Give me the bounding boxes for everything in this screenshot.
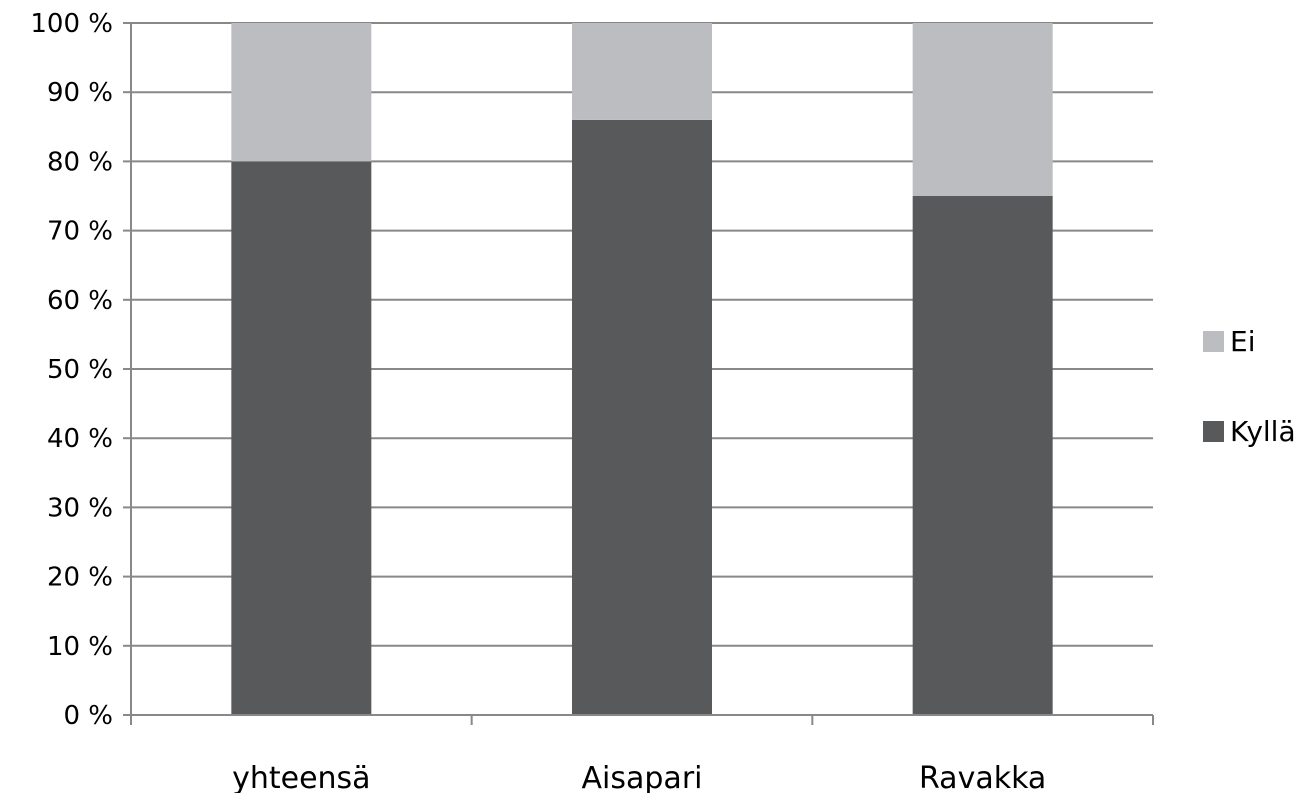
y-tick-label: 10 % xyxy=(47,632,113,662)
y-tick-label: 80 % xyxy=(47,147,113,177)
bar-segment-kyll- xyxy=(912,196,1053,715)
y-tick-label: 70 % xyxy=(47,217,113,247)
bar-segment-ei xyxy=(572,23,712,120)
y-tick-label: 100 % xyxy=(30,9,113,39)
y-tick-label: 50 % xyxy=(47,355,113,385)
y-tick-labels: 0 % 10 % 20 % 30 % 40 % 50 % 60 % 70 % 80 % 90 % 1… xyxy=(30,9,113,731)
y-tick-label: 30 % xyxy=(47,493,113,523)
y-tick-label: 20 % xyxy=(47,563,113,593)
bar-segment-ei xyxy=(912,23,1053,196)
y-tick-label: 90 % xyxy=(47,78,113,108)
x-category-label: Ravakka xyxy=(919,761,1046,793)
bar-segment-ei xyxy=(231,23,372,162)
bar-segment-kyll- xyxy=(231,161,372,715)
x-category-label: Aisapari xyxy=(582,761,703,793)
bars xyxy=(231,23,1053,715)
y-tick-label: 0 % xyxy=(63,701,113,731)
y-tick-label: 60 % xyxy=(47,286,113,316)
legend: Ei Kyllä xyxy=(1203,325,1296,448)
legend-swatch xyxy=(1203,331,1224,352)
legend-swatch xyxy=(1203,421,1224,442)
x-category-labels: yhteensä Aisapari Ravakka xyxy=(232,761,1046,793)
x-category-label: yhteensä xyxy=(232,761,370,793)
legend-label: Kyllä xyxy=(1230,415,1296,448)
axes xyxy=(123,22,1154,725)
bar-segment-kyll- xyxy=(572,119,712,715)
legend-label: Ei xyxy=(1230,325,1255,358)
y-tick-label: 40 % xyxy=(47,424,113,454)
